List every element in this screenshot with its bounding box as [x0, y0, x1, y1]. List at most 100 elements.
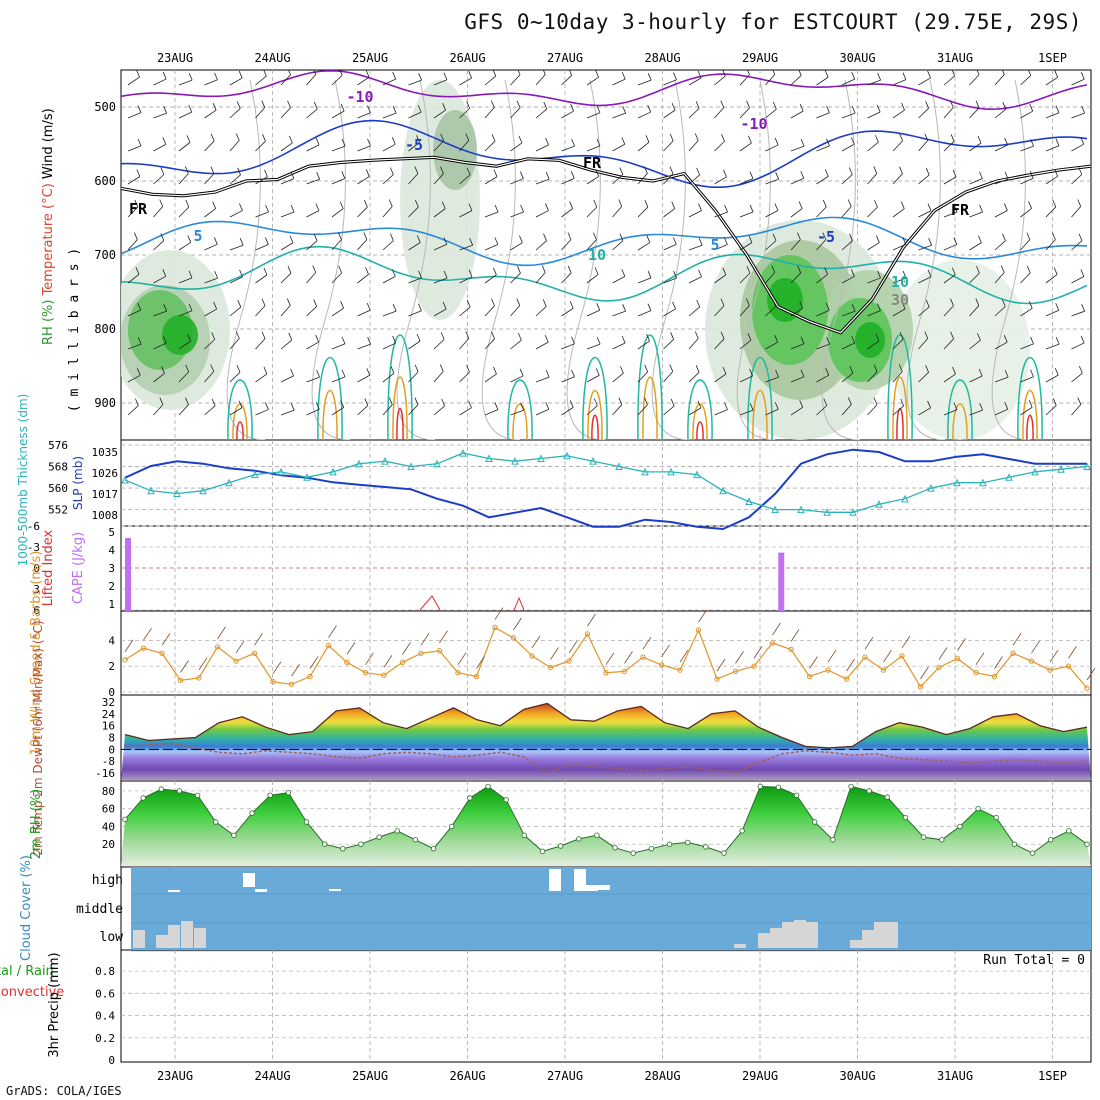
wind-barb-shaft [459, 174, 471, 185]
rh-blob-faint [890, 260, 1030, 440]
cape-tick-label: 2 [108, 580, 115, 593]
wind-barb-flag [214, 270, 218, 279]
rh-plot [121, 783, 1091, 866]
wind-barb-flag [441, 398, 445, 407]
thickness-marker [381, 457, 389, 465]
isotherm-15 [947, 379, 973, 440]
rh-marker [812, 819, 818, 825]
wind-barb-flag [671, 201, 676, 209]
wind-barb-flag [188, 270, 193, 279]
cloud-low-cell [862, 930, 874, 948]
wind-barb-shaft [561, 208, 573, 218]
wind-barb-shaft [433, 208, 446, 218]
wind-barb-shaft [688, 108, 700, 119]
isotherm-label: 10 [588, 246, 606, 264]
wind10m-marker [603, 669, 609, 676]
wind-barb-flag [1055, 105, 1060, 113]
wind-barb-shaft [229, 306, 242, 317]
rh-marker [576, 836, 582, 842]
wind-barb-shaft [765, 240, 777, 251]
isotherm-25 [591, 414, 599, 440]
wind10m-barb [605, 652, 615, 665]
wind-barb-flag [162, 71, 167, 80]
wind-barb-shaft [178, 142, 191, 152]
wind-barb-shaft [1071, 310, 1085, 317]
wind10m-barb [457, 652, 467, 665]
wind-barb-flag [494, 402, 499, 410]
wind-barb-shaft [1071, 206, 1082, 218]
wind-barb-flag [265, 402, 269, 410]
wind-barb-shaft [408, 206, 419, 218]
wind-barb-flag [979, 171, 983, 179]
wind-barb-shaft [739, 375, 753, 383]
wind10m-barb [272, 661, 282, 674]
rh-marker [176, 788, 183, 794]
pressure-unit-label: ( m i l l i b a r s ) [67, 248, 82, 412]
wind-barb-shaft [306, 144, 320, 152]
isotherm-label: -10 [740, 115, 767, 133]
wind-barb-shaft [637, 310, 652, 317]
precip-tick-label: 0 [108, 1054, 115, 1067]
wind-barb-shaft [586, 309, 600, 317]
wind-barb-shaft [510, 242, 523, 251]
wind-barb-shaft [535, 272, 546, 284]
rh-marker [830, 837, 836, 843]
wind-barb-shaft [612, 206, 623, 218]
isotherm-25 [896, 407, 904, 440]
wind-barb-flag [388, 199, 393, 207]
wind-barb-shaft [459, 371, 470, 383]
wind-barb-flag [211, 398, 216, 407]
wind-barb-shaft [816, 145, 830, 152]
wind-barb-shaft [816, 206, 827, 218]
wind-barb-shaft [204, 173, 215, 185]
wind-barb-shaft [280, 339, 293, 350]
wind-barb-shaft [561, 343, 575, 350]
wind-barb-shaft [535, 144, 549, 152]
wind-barb-shaft [586, 374, 600, 383]
rh-contour [481, 79, 521, 440]
x-tick-label-top: 29AUG [742, 51, 778, 65]
wind-barb-flag [901, 102, 905, 111]
wind-barb-shaft [331, 75, 343, 86]
wind-barb-shaft [586, 343, 601, 350]
slp-tick-label: 1035 [92, 446, 119, 459]
isotherm-15 [887, 334, 913, 440]
wind-barb-flag [976, 265, 980, 274]
wind10m-barb [1086, 667, 1096, 681]
wind-barb-shaft [280, 178, 295, 185]
wind-barb-shaft [1020, 272, 1031, 284]
cape-axis-label: CAPE (J/kg) [71, 532, 86, 604]
wind-barb-flag [416, 135, 420, 143]
wind-barb-shaft [1020, 75, 1032, 86]
wind-barb-shaft [969, 339, 981, 350]
wind-barb-flag [925, 299, 930, 308]
wind-barb-shaft [612, 174, 624, 185]
wind10m-barb [753, 646, 763, 659]
wind-barb-shaft [892, 244, 907, 251]
cloud-low-cell [734, 944, 746, 948]
wind-barb-flag [899, 166, 903, 174]
wind-barb-flag [161, 366, 165, 374]
cloud-low-cell [758, 933, 770, 948]
wind-barb-shaft [178, 79, 193, 86]
wind-barb-flag [493, 267, 497, 275]
thickness-marker [485, 454, 493, 462]
wind10m-barb [901, 635, 911, 649]
wind10m-marker [695, 627, 702, 633]
wind-barb-flag [851, 105, 856, 114]
wind-barb-flag [720, 100, 725, 108]
wind-barb-flag [976, 70, 980, 75]
thickness-marker [875, 500, 883, 508]
isotherm-20 [322, 390, 338, 440]
wind-barb-shaft [867, 141, 879, 152]
wind-barb-flag [316, 369, 320, 378]
wind-barb-shaft [918, 276, 932, 284]
wind-barb-flag [745, 298, 750, 306]
thickness-marker [953, 478, 961, 487]
wind-barb-flag [313, 233, 318, 241]
wind10m-marker [214, 644, 221, 650]
wind-barb-shaft [714, 373, 727, 383]
cape-tick-label: 5 [108, 526, 115, 539]
wind-barb-shaft [535, 240, 547, 251]
wind-barb-flag [673, 270, 677, 279]
